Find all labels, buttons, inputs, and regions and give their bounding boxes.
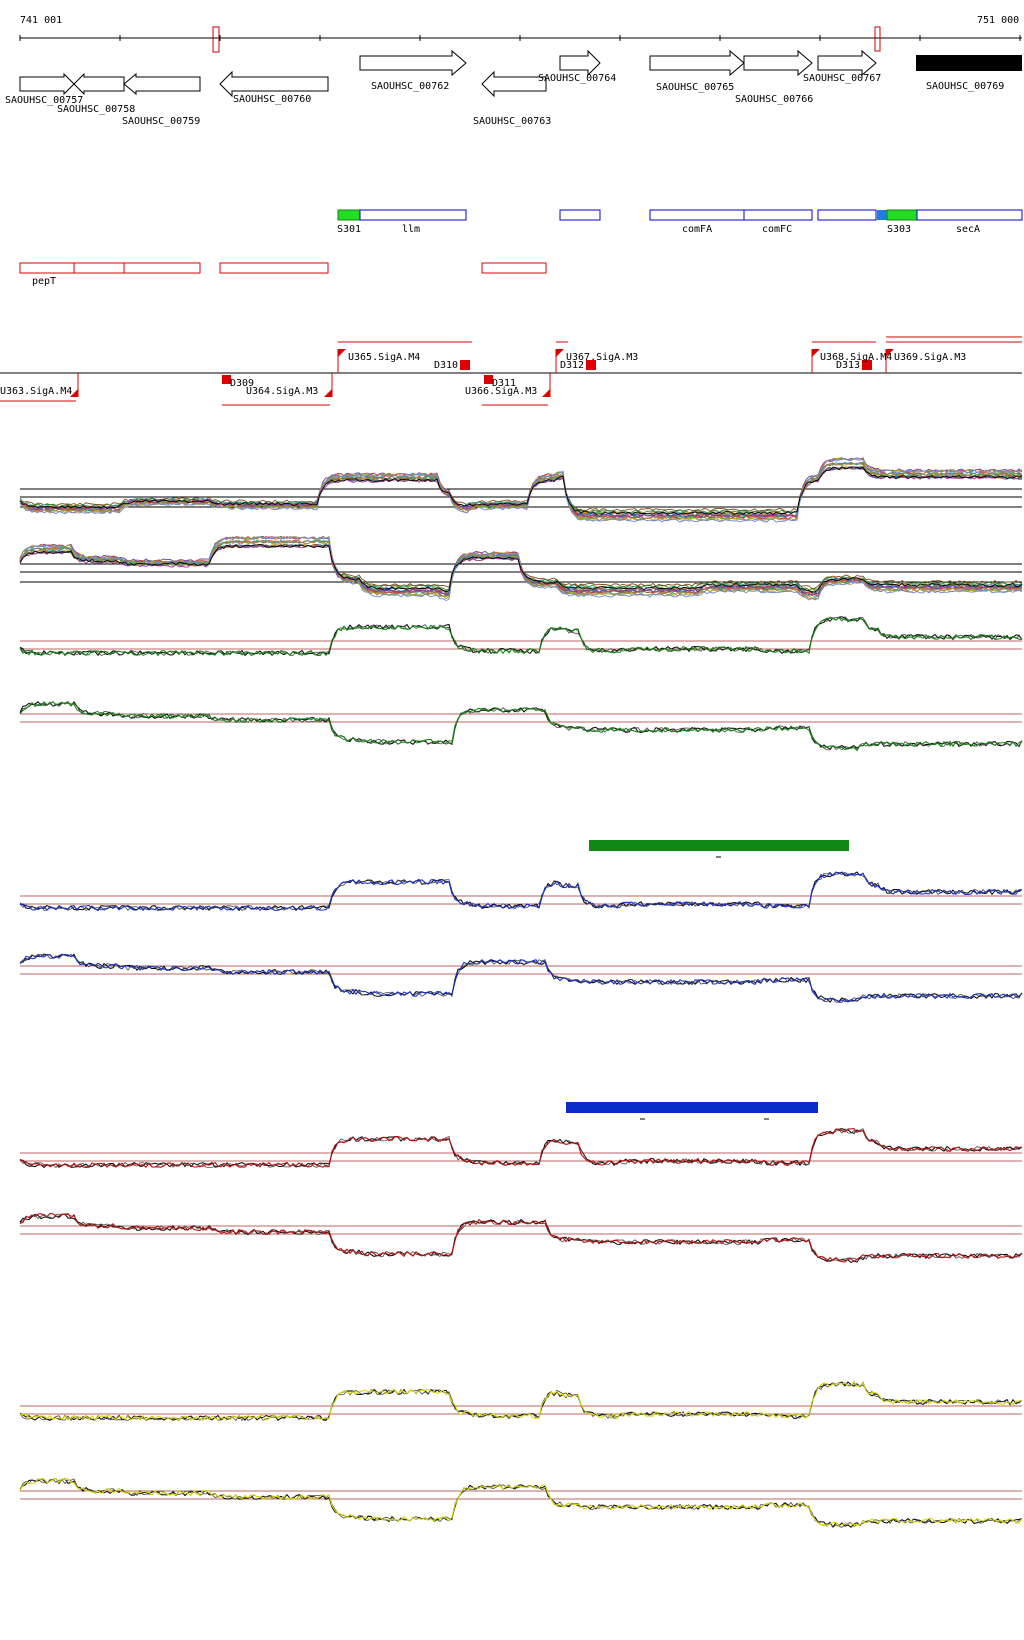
gene-block-769[interactable]: [916, 55, 1022, 71]
blue-minus-track: [19, 953, 1023, 1003]
gene-arrow-765[interactable]: [649, 49, 745, 77]
feature-label: secA: [956, 224, 980, 235]
feature-box[interactable]: [877, 210, 887, 220]
coordinate-ruler: 741 001 751 000: [19, 15, 1022, 53]
feature-box[interactable]: [219, 262, 329, 274]
green-plus-track: [19, 616, 1023, 657]
blue-plus-track: [19, 871, 1023, 912]
gene-label: SAOUHSC_00765: [656, 82, 734, 93]
highlight-bars: [566, 840, 849, 1120]
promoter-label: D313: [836, 360, 860, 371]
gene-arrow-759[interactable]: [123, 72, 201, 96]
promoter-label: D312: [560, 360, 584, 371]
promoter-label: U369.SigA.M3: [894, 352, 966, 363]
multi-plus-track: [19, 457, 1023, 523]
feature-label: llm: [402, 224, 420, 235]
gene-arrow-760[interactable]: [219, 70, 329, 98]
feature-label: S303: [887, 224, 911, 235]
promoter-label: D311: [492, 378, 516, 389]
gene-arrow-763[interactable]: [481, 70, 547, 98]
ruler-marker: [874, 26, 881, 52]
gene-label: SAOUHSC_00762: [371, 81, 449, 92]
gene-label: SAOUHSC_00763: [473, 116, 551, 127]
yellow-minus-track: [19, 1477, 1023, 1529]
feature-label: comFC: [762, 224, 792, 235]
feature-box[interactable]: [743, 209, 813, 221]
promoter-label: U365.SigA.M4: [348, 352, 420, 363]
promoter-label: D310: [434, 360, 458, 371]
gene-label: SAOUHSC_00769: [926, 81, 1004, 92]
gene-arrow-767[interactable]: [817, 49, 877, 77]
feature-box[interactable]: [559, 209, 601, 221]
promoter-label: U363.SigA.M4: [0, 386, 72, 397]
feature-label: S301: [337, 224, 361, 235]
feature-box[interactable]: [73, 262, 125, 274]
feature-box[interactable]: [649, 209, 745, 221]
green-minus-track: [19, 700, 1023, 752]
promoter-label: U364.SigA.M3: [246, 386, 318, 397]
multi-minus-track: [19, 535, 1023, 602]
red-plus-track: [19, 1128, 1023, 1169]
feature-box[interactable]: [123, 262, 201, 274]
blue-highlight-bar[interactable]: [566, 1102, 818, 1113]
feature-box[interactable]: [481, 262, 547, 274]
ruler-marker: [212, 26, 220, 53]
feature-box[interactable]: [337, 209, 361, 221]
annotation-track-blue: S301 llm comFA comFC S303 secA: [337, 209, 1023, 235]
green-highlight-bar[interactable]: [589, 840, 849, 851]
feature-box[interactable]: [886, 209, 918, 221]
gene-arrow-766[interactable]: [743, 49, 813, 77]
promoter-track: U363.SigA.M4 D309 U364.SigA.M3 U365.SigA…: [0, 336, 1022, 406]
feature-box[interactable]: [359, 209, 467, 221]
expression-tracks: [19, 457, 1023, 1529]
gene-label: SAOUHSC_00766: [735, 94, 813, 105]
gene-track: SAOUHSC_00757 SAOUHSC_00758 SAOUHSC_0075…: [5, 49, 1022, 127]
ruler-start-label: 741 001: [20, 15, 62, 26]
gene-label: SAOUHSC_00760: [233, 94, 311, 105]
feature-box[interactable]: [817, 209, 877, 221]
gene-arrow-764[interactable]: [559, 49, 601, 77]
gene-arrow-758[interactable]: [73, 72, 125, 96]
gene-arrow-757[interactable]: [19, 72, 75, 96]
promoter-label: U366.SigA.M3: [465, 386, 537, 397]
yellow-plus-track: [19, 1380, 1023, 1422]
ruler-end-label: 751 000: [977, 15, 1019, 26]
red-minus-track: [19, 1212, 1023, 1263]
promoter-label: U368.SigA.M4: [820, 352, 892, 363]
promoter-label: D309: [230, 378, 254, 389]
gene-label: SAOUHSC_00764: [538, 73, 616, 84]
feature-label: comFA: [682, 224, 712, 235]
annotation-track-red: pepT: [19, 262, 547, 287]
gene-label: SAOUHSC_00757: [5, 95, 83, 106]
gene-label: SAOUHSC_00759: [122, 116, 200, 127]
feature-box[interactable]: [916, 209, 1023, 221]
feature-box[interactable]: [19, 262, 75, 274]
gene-label: SAOUHSC_00758: [57, 104, 135, 115]
gene-label: SAOUHSC_00767: [803, 73, 881, 84]
promoter-label: U367.SigA.M3: [566, 352, 638, 363]
gene-arrow-762[interactable]: [359, 49, 467, 77]
feature-label: pepT: [32, 276, 56, 287]
